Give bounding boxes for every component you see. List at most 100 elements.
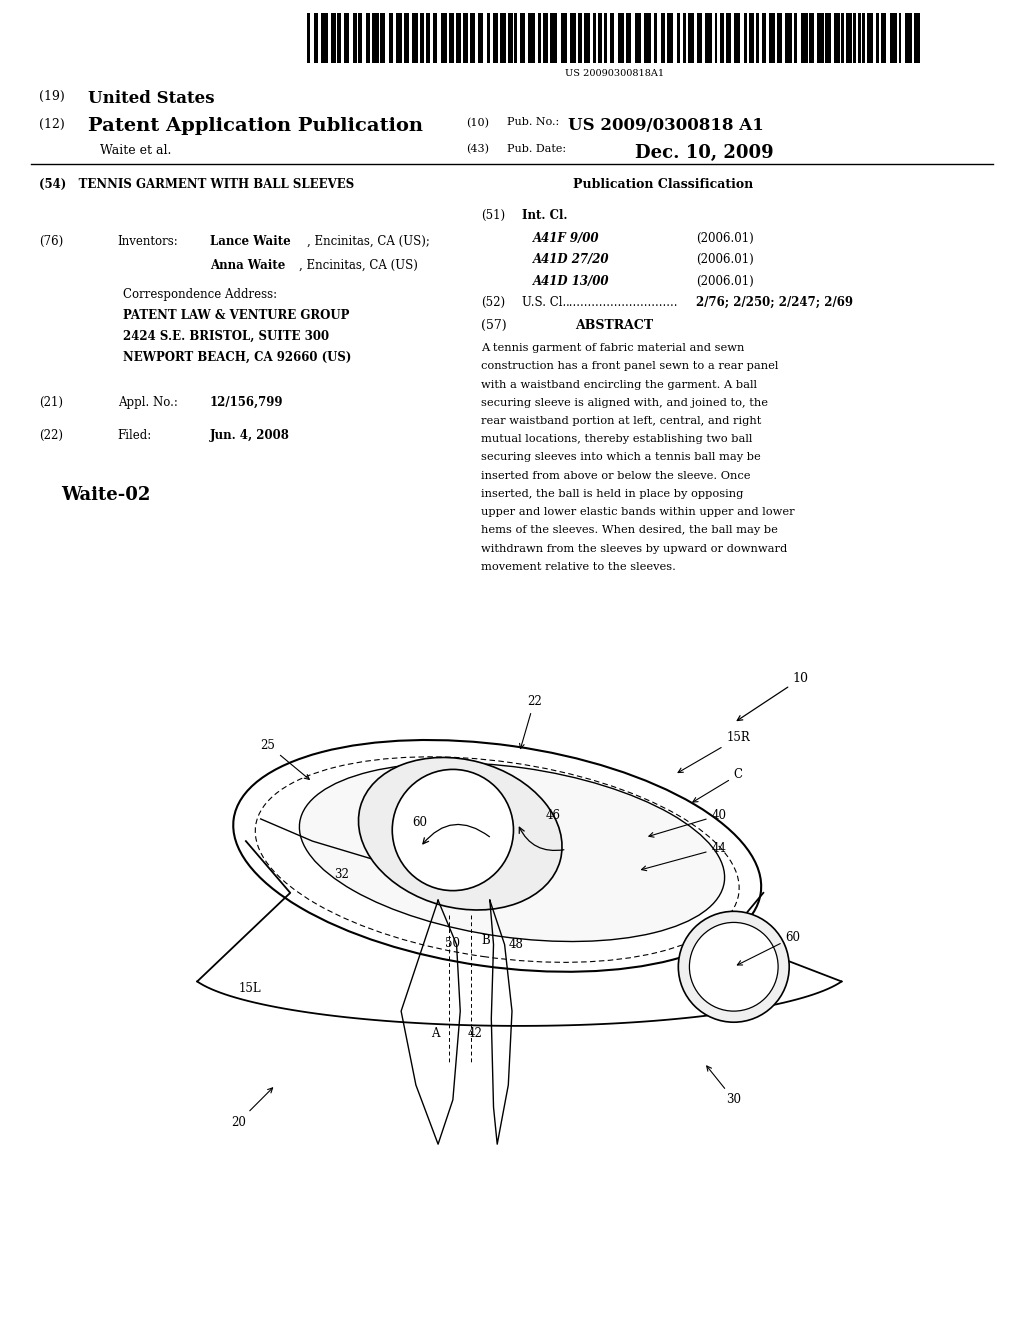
Bar bbox=[578, 13, 582, 63]
Bar bbox=[593, 13, 596, 63]
Bar bbox=[508, 13, 513, 63]
Bar bbox=[905, 13, 912, 63]
Text: , Encinitas, CA (US);: , Encinitas, CA (US); bbox=[307, 235, 430, 248]
Text: Int. Cl.: Int. Cl. bbox=[522, 209, 567, 222]
Bar bbox=[668, 13, 674, 63]
Ellipse shape bbox=[678, 911, 790, 1022]
Text: A41D 13/00: A41D 13/00 bbox=[532, 275, 609, 288]
Text: A41F 9/00: A41F 9/00 bbox=[532, 232, 599, 246]
Bar bbox=[654, 13, 657, 63]
Text: (10): (10) bbox=[466, 117, 488, 128]
Text: Pub. Date:: Pub. Date: bbox=[507, 144, 566, 154]
Bar bbox=[307, 13, 310, 63]
Bar bbox=[403, 13, 409, 63]
Bar bbox=[794, 13, 798, 63]
Bar bbox=[470, 13, 475, 63]
Bar bbox=[635, 13, 641, 63]
Bar bbox=[520, 13, 525, 63]
Bar bbox=[881, 13, 886, 63]
Bar bbox=[366, 13, 370, 63]
Bar bbox=[617, 13, 624, 63]
Text: (51): (51) bbox=[481, 209, 506, 222]
Ellipse shape bbox=[358, 758, 562, 909]
Bar bbox=[890, 13, 897, 63]
Bar bbox=[528, 13, 535, 63]
Ellipse shape bbox=[299, 763, 725, 941]
Bar bbox=[914, 13, 921, 63]
Text: NEWPORT BEACH, CA 92660 (US): NEWPORT BEACH, CA 92660 (US) bbox=[123, 351, 351, 364]
Text: (57): (57) bbox=[481, 319, 507, 333]
Text: Waite et al.: Waite et al. bbox=[100, 144, 172, 157]
Bar bbox=[899, 13, 901, 63]
Text: mutual locations, thereby establishing two ball: mutual locations, thereby establishing t… bbox=[481, 434, 753, 445]
Bar bbox=[841, 13, 844, 63]
Bar bbox=[500, 13, 506, 63]
Text: with a waistband encircling the garment. A ball: with a waistband encircling the garment.… bbox=[481, 380, 758, 389]
Text: (2006.01): (2006.01) bbox=[696, 275, 754, 288]
Bar bbox=[514, 13, 517, 63]
Text: (43): (43) bbox=[466, 144, 488, 154]
Text: 15L: 15L bbox=[239, 982, 261, 995]
Text: A41D 27/20: A41D 27/20 bbox=[532, 253, 609, 267]
Text: A: A bbox=[431, 1027, 439, 1040]
Bar bbox=[358, 13, 362, 63]
Text: 30: 30 bbox=[707, 1067, 741, 1106]
Bar bbox=[322, 13, 329, 63]
Bar bbox=[463, 13, 468, 63]
Bar bbox=[644, 13, 650, 63]
Text: (12): (12) bbox=[39, 117, 65, 131]
Bar bbox=[539, 13, 541, 63]
Text: 15R: 15R bbox=[678, 731, 751, 772]
Text: Anna Waite: Anna Waite bbox=[210, 259, 286, 272]
Text: Filed:: Filed: bbox=[118, 429, 152, 442]
Bar bbox=[677, 13, 680, 63]
Text: Correspondence Address:: Correspondence Address: bbox=[123, 288, 278, 301]
Text: movement relative to the sleeves.: movement relative to the sleeves. bbox=[481, 562, 676, 572]
Text: Appl. No.:: Appl. No.: bbox=[118, 396, 177, 409]
Text: United States: United States bbox=[88, 90, 215, 107]
Bar bbox=[584, 13, 590, 63]
Bar bbox=[550, 13, 557, 63]
Text: inserted, the ball is held in place by opposing: inserted, the ball is held in place by o… bbox=[481, 488, 743, 499]
Bar bbox=[569, 13, 577, 63]
Circle shape bbox=[392, 770, 513, 891]
Bar bbox=[344, 13, 349, 63]
Bar bbox=[604, 13, 607, 63]
Text: 2/76; 2/250; 2/247; 2/69: 2/76; 2/250; 2/247; 2/69 bbox=[696, 296, 853, 309]
Text: 60: 60 bbox=[413, 816, 427, 829]
Text: ..............................: .............................. bbox=[566, 296, 679, 309]
Text: (76): (76) bbox=[39, 235, 63, 248]
Bar bbox=[440, 13, 446, 63]
Bar bbox=[853, 13, 856, 63]
Bar bbox=[696, 13, 701, 63]
Text: U.S. Cl.: U.S. Cl. bbox=[522, 296, 566, 309]
Bar bbox=[809, 13, 814, 63]
Bar bbox=[683, 13, 686, 63]
Bar bbox=[733, 13, 740, 63]
Bar bbox=[785, 13, 793, 63]
Bar bbox=[337, 13, 341, 63]
Text: ABSTRACT: ABSTRACT bbox=[575, 319, 653, 333]
Text: 44: 44 bbox=[642, 842, 727, 871]
Text: B: B bbox=[481, 935, 489, 948]
Text: (19): (19) bbox=[39, 90, 65, 103]
Bar bbox=[449, 13, 454, 63]
Bar bbox=[543, 13, 548, 63]
Bar bbox=[706, 13, 712, 63]
Text: securing sleeve is aligned with, and joined to, the: securing sleeve is aligned with, and joi… bbox=[481, 397, 768, 408]
Bar bbox=[395, 13, 402, 63]
Text: (22): (22) bbox=[39, 429, 62, 442]
Bar bbox=[726, 13, 731, 63]
Text: 12/156,799: 12/156,799 bbox=[210, 396, 284, 409]
Text: 50: 50 bbox=[445, 937, 461, 949]
Bar bbox=[627, 13, 631, 63]
Bar bbox=[846, 13, 852, 63]
Text: upper and lower elastic bands within upper and lower: upper and lower elastic bands within upp… bbox=[481, 507, 795, 517]
Text: US 2009/0300818 A1: US 2009/0300818 A1 bbox=[568, 117, 764, 135]
Bar bbox=[420, 13, 424, 63]
Bar bbox=[456, 13, 461, 63]
Bar bbox=[380, 13, 385, 63]
Text: , Encinitas, CA (US): , Encinitas, CA (US) bbox=[299, 259, 418, 272]
Text: PATENT LAW & VENTURE GROUP: PATENT LAW & VENTURE GROUP bbox=[123, 309, 349, 322]
Text: 46: 46 bbox=[545, 809, 560, 822]
